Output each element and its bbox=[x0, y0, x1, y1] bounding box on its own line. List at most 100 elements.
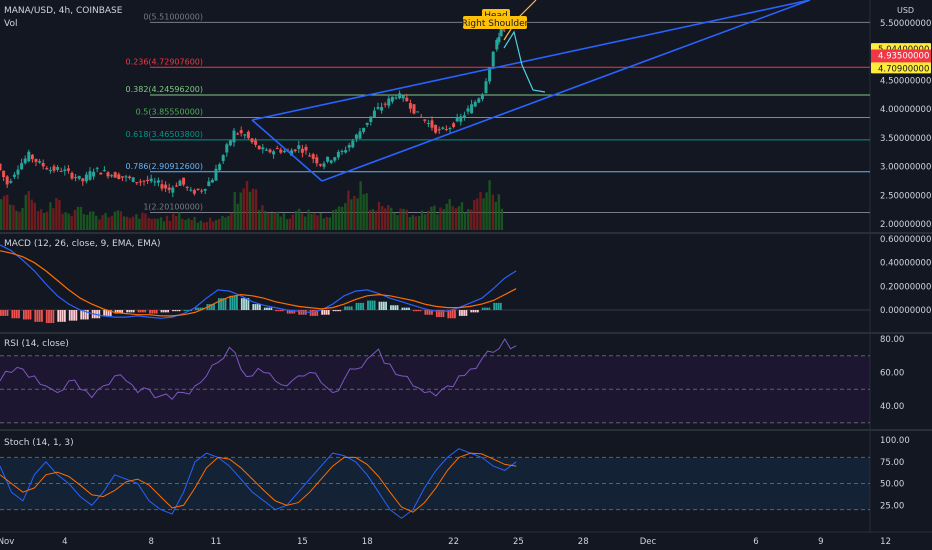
candle-body[interactable] bbox=[131, 177, 135, 182]
candle-body[interactable] bbox=[221, 155, 225, 162]
candle-body[interactable] bbox=[225, 144, 229, 153]
candle-body[interactable] bbox=[189, 189, 193, 191]
candle-body[interactable] bbox=[329, 160, 333, 163]
candle-body[interactable] bbox=[387, 98, 391, 106]
price-badge[interactable] bbox=[871, 62, 931, 74]
candle-body[interactable] bbox=[178, 180, 182, 186]
candle-body[interactable] bbox=[2, 170, 6, 178]
candle-body[interactable] bbox=[210, 179, 214, 183]
time-axis[interactable]: Nov 4 8 11 15 18 22 25 28 Dec 6 9 12 bbox=[0, 537, 891, 547]
candle-body[interactable] bbox=[228, 140, 232, 146]
candle-body[interactable] bbox=[146, 179, 150, 181]
candle-body[interactable] bbox=[488, 67, 492, 82]
candle-body[interactable] bbox=[318, 164, 322, 166]
candle-body[interactable] bbox=[257, 145, 261, 150]
candle-body[interactable] bbox=[376, 107, 380, 109]
candle-body[interactable] bbox=[484, 81, 488, 94]
candle-body[interactable] bbox=[383, 103, 387, 105]
candle-body[interactable] bbox=[491, 51, 495, 67]
candle-body[interactable] bbox=[380, 107, 384, 111]
price-axis[interactable]: 5.500000005.000000004.500000004.00000000… bbox=[871, 19, 931, 511]
candle-body[interactable] bbox=[110, 175, 114, 177]
rsi-legend[interactable]: RSI (14, close) bbox=[4, 339, 69, 349]
candle-body[interactable] bbox=[12, 174, 16, 177]
candle-body[interactable] bbox=[56, 167, 60, 170]
candle-body[interactable] bbox=[81, 178, 85, 182]
candle-body[interactable] bbox=[279, 149, 283, 153]
wedge-upper-trendline[interactable] bbox=[251, 0, 811, 121]
candle-body[interactable] bbox=[9, 180, 13, 183]
candle-body[interactable] bbox=[135, 182, 139, 184]
candle-body[interactable] bbox=[408, 103, 412, 109]
candle-body[interactable] bbox=[448, 128, 452, 130]
candle-body[interactable] bbox=[106, 172, 110, 177]
candle-body[interactable] bbox=[333, 157, 337, 161]
candle-body[interactable] bbox=[160, 184, 164, 189]
candle-body[interactable] bbox=[466, 108, 470, 112]
candle-body[interactable] bbox=[48, 170, 52, 172]
macd-line[interactable] bbox=[0, 244, 517, 319]
candle-body[interactable] bbox=[419, 116, 423, 118]
rsi-line[interactable] bbox=[0, 338, 517, 401]
candle-body[interactable] bbox=[23, 158, 27, 164]
candle-body[interactable] bbox=[390, 96, 394, 102]
candle-body[interactable] bbox=[499, 25, 503, 37]
candle-body[interactable] bbox=[171, 187, 175, 193]
candle-body[interactable] bbox=[354, 134, 358, 139]
candle-body[interactable] bbox=[5, 176, 9, 185]
candle-body[interactable] bbox=[239, 130, 243, 134]
candle-body[interactable] bbox=[480, 94, 484, 100]
candle-body[interactable] bbox=[113, 172, 117, 178]
candle-body[interactable] bbox=[398, 93, 402, 99]
candle-body[interactable] bbox=[77, 175, 81, 179]
macd-signal-line[interactable] bbox=[0, 250, 517, 317]
candle-body[interactable] bbox=[45, 168, 49, 170]
candle-body[interactable] bbox=[174, 185, 178, 187]
macd-legend[interactable]: MACD (12, 26, close, 9, EMA, EMA) bbox=[4, 239, 161, 249]
rsi-pane[interactable] bbox=[0, 338, 870, 424]
stoch-legend[interactable]: Stoch (14, 1, 3) bbox=[4, 438, 74, 448]
candle-body[interactable] bbox=[322, 163, 326, 167]
candle-body[interactable] bbox=[149, 178, 153, 182]
candle-body[interactable] bbox=[455, 117, 459, 122]
candle-body[interactable] bbox=[272, 151, 276, 155]
candle-body[interactable] bbox=[41, 162, 45, 167]
candle-body[interactable] bbox=[315, 157, 319, 164]
candle-body[interactable] bbox=[20, 163, 24, 170]
macd-pane[interactable] bbox=[0, 244, 870, 324]
candle-body[interactable] bbox=[30, 154, 34, 160]
candle-body[interactable] bbox=[268, 149, 272, 153]
projection-path[interactable] bbox=[503, 30, 546, 93]
candle-body[interactable] bbox=[362, 127, 366, 132]
candle-body[interactable] bbox=[437, 129, 441, 131]
candle-body[interactable] bbox=[344, 150, 348, 153]
candle-body[interactable] bbox=[167, 187, 171, 190]
candle-body[interactable] bbox=[308, 155, 312, 157]
candle-body[interactable] bbox=[236, 133, 240, 135]
candle-body[interactable] bbox=[372, 110, 376, 118]
candle-body[interactable] bbox=[124, 176, 128, 178]
candle-body[interactable] bbox=[164, 184, 168, 189]
candle-body[interactable] bbox=[452, 123, 456, 127]
candle-body[interactable] bbox=[340, 151, 344, 153]
candle-body[interactable] bbox=[423, 119, 427, 121]
candle-body[interactable] bbox=[444, 129, 448, 131]
candle-body[interactable] bbox=[470, 104, 474, 114]
candle-body[interactable] bbox=[290, 150, 294, 156]
fib-retracement[interactable]: 0(5.51000000) 0.236(4.72907600) 0.382(4.24… bbox=[126, 12, 871, 213]
stoch-d-line[interactable] bbox=[0, 452, 517, 513]
candle-body[interactable] bbox=[434, 124, 438, 133]
candle-body[interactable] bbox=[59, 171, 63, 173]
candle-body[interactable] bbox=[254, 140, 258, 145]
candle-body[interactable] bbox=[401, 95, 405, 99]
candle-body[interactable] bbox=[326, 156, 330, 162]
candle-body[interactable] bbox=[358, 131, 362, 139]
candle-body[interactable] bbox=[347, 145, 351, 148]
candle-body[interactable] bbox=[63, 169, 67, 172]
candle-body[interactable] bbox=[246, 131, 250, 139]
candle-body[interactable] bbox=[497, 36, 501, 43]
candle-body[interactable] bbox=[416, 111, 420, 113]
candle-body[interactable] bbox=[351, 140, 355, 148]
candle-body[interactable] bbox=[264, 149, 268, 151]
